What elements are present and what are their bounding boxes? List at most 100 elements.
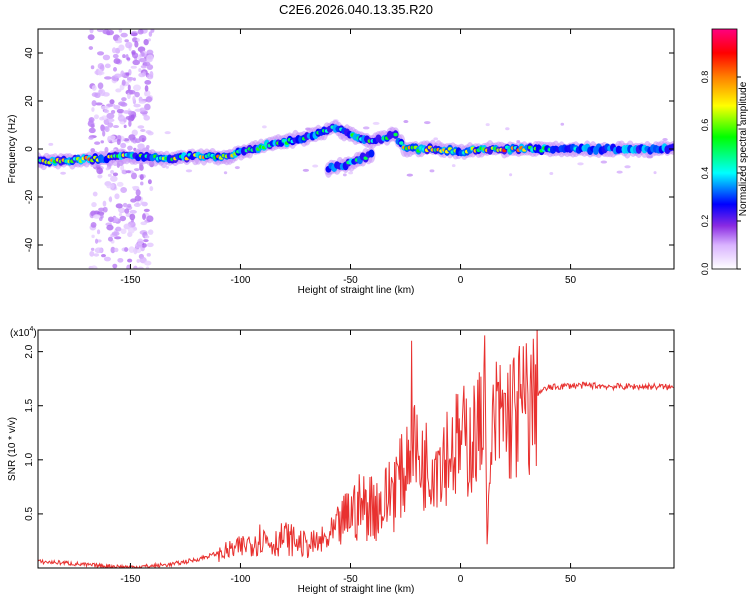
snr-y-tick-label: 1.0 <box>24 452 35 466</box>
heatmap-speckle <box>91 107 95 112</box>
colorbar-tick-label: 0.6 <box>700 119 710 132</box>
heatmap-speckle <box>122 202 128 208</box>
colorbar-tick-label: 0.4 <box>700 167 710 180</box>
heatmap-speckle <box>137 143 145 150</box>
heatmap-speckle <box>109 99 115 105</box>
heatmap-speckle <box>110 170 114 174</box>
heatmap-speckle <box>147 179 152 185</box>
heatmap-speckle <box>164 131 171 135</box>
heatmap-speckle <box>549 171 554 175</box>
heatmap-speckle <box>117 257 124 263</box>
spectrogram-y-axis: -40 -20 0 20 40 <box>24 47 674 252</box>
snr-x-tick-label: -100 <box>230 574 250 585</box>
heatmap-speckle <box>133 247 138 255</box>
heatmap-speckle <box>115 40 123 44</box>
spectrogram-y-tick-label: 0 <box>24 146 35 152</box>
heatmap-speckle <box>109 196 113 203</box>
heatmap-speckle <box>112 263 118 269</box>
heatmap-speckle <box>127 145 133 151</box>
heatmap-speckle <box>105 167 110 171</box>
heatmap-speckle <box>145 130 152 134</box>
spectrogram-x-tick-label: 50 <box>565 275 577 286</box>
heatmap-speckle <box>115 226 122 232</box>
heatmap-speckle <box>88 127 96 134</box>
heatmap-speckle <box>485 123 490 127</box>
heatmap-speckle <box>451 164 456 168</box>
heatmap-speckle <box>139 107 146 112</box>
heatmap-speckle <box>143 208 150 212</box>
heatmap-speckle <box>138 100 146 104</box>
heatmap-speckle <box>111 47 117 54</box>
heatmap-speckle <box>144 260 152 266</box>
heatmap-speckle <box>128 120 132 127</box>
snr-y-tick-label: 2.0 <box>24 344 35 358</box>
heatmap-speckle <box>128 89 136 95</box>
heatmap-speckle <box>102 200 107 207</box>
heatmap-speckle <box>103 256 112 262</box>
heatmap-speckle <box>129 209 137 214</box>
heatmap-speckle <box>131 50 136 55</box>
heatmap-speckle <box>130 32 138 37</box>
heatmap-speckle <box>134 243 143 249</box>
heatmap-speckle <box>108 135 116 140</box>
heatmap-speckle <box>127 258 133 263</box>
heatmap-speckle <box>123 124 127 129</box>
heatmap-speckle <box>505 127 510 131</box>
heatmap-speckle <box>136 259 140 263</box>
heatmap-speckle <box>97 82 104 90</box>
heatmap-speckle <box>140 201 145 205</box>
heatmap-speckle <box>112 53 119 59</box>
heatmap-speckle <box>124 208 130 214</box>
heatmap-speckle <box>144 85 149 92</box>
snr-x-tick-label: -150 <box>120 574 140 585</box>
heatmap-speckle <box>97 51 105 56</box>
heatmap-speckle <box>126 76 134 81</box>
heatmap-speckle <box>94 238 99 244</box>
spectrogram-x-tick-label: -50 <box>343 275 358 286</box>
heatmap-speckle <box>98 207 105 212</box>
heatmap-speckle <box>406 173 413 177</box>
heatmap-speckle <box>128 134 136 141</box>
colorbar-gradient <box>711 28 738 270</box>
heatmap-speckle <box>93 114 99 120</box>
heatmap-speckle <box>106 224 114 231</box>
heatmap-speckle <box>93 253 100 257</box>
heatmap-speckle <box>139 162 143 170</box>
heatmap-speckle <box>118 212 123 217</box>
heatmap-speckle <box>116 108 125 114</box>
heatmap-speckle <box>140 128 146 132</box>
heatmap-speckle <box>114 236 122 240</box>
heatmap-speckle <box>96 167 103 175</box>
colorbar-tick-label: 0.0 <box>700 263 710 276</box>
heatmap-speckle <box>128 246 135 253</box>
heatmap-speckle <box>121 79 126 86</box>
heatmap-speckle <box>118 44 125 51</box>
snr-x-label: Height of straight line (km) <box>298 584 415 595</box>
heatmap-speckle <box>140 181 144 186</box>
colorbar-tick-label: 0.2 <box>700 215 710 228</box>
heatmap-speckle <box>107 122 114 128</box>
heatmap-speckle <box>165 165 169 169</box>
heatmap-speckle <box>104 146 109 153</box>
heatmap-speckle <box>144 103 151 111</box>
heatmap-speckle <box>616 170 623 174</box>
heatmap-speckle <box>107 118 115 122</box>
heatmap-speckle <box>100 140 104 144</box>
snr-multiplier: (x104) <box>10 326 37 339</box>
heatmap-speckle <box>102 29 111 35</box>
heatmap-speckle <box>119 84 125 91</box>
snr-x-tick-label: 0 <box>458 574 464 585</box>
heatmap-speckle <box>653 171 657 175</box>
heatmap-speckle <box>89 29 94 34</box>
heatmap-speckle <box>107 236 113 242</box>
heatmap-speckle <box>138 68 142 73</box>
heatmap-speckle <box>424 121 431 125</box>
lower-branch-mid <box>368 149 375 158</box>
heatmap-speckle <box>90 247 95 251</box>
heatmap-speckle <box>342 173 347 177</box>
heatmap-speckle <box>94 141 101 145</box>
heatmap-speckle <box>99 89 106 97</box>
heatmap-speckle <box>100 124 106 132</box>
heatmap-speckle <box>106 112 115 120</box>
heatmap-speckle <box>124 39 129 43</box>
